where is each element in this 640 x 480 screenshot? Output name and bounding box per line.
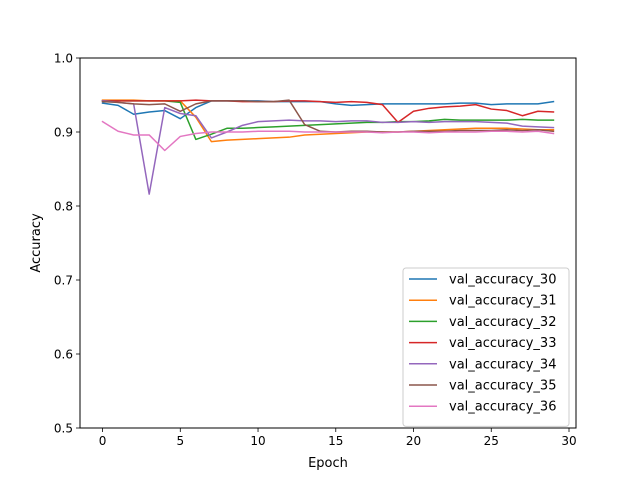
y-tick-label: 0.5: [54, 422, 73, 436]
x-axis-ticks: 0 5 10 15 20 25 30: [99, 428, 577, 448]
y-tick-label: 0.6: [54, 348, 73, 362]
y-tick-label: 0.7: [54, 274, 73, 288]
x-tick-label: 25: [484, 434, 499, 448]
x-tick-label: 0: [99, 434, 107, 448]
series-line-val-accuracy-32: [101, 100, 555, 141]
x-tick-label: 15: [328, 434, 343, 448]
legend-label: val_accuracy_35: [449, 379, 556, 394]
legend-box: [402, 267, 570, 427]
series-line-val-accuracy-36: [101, 120, 555, 152]
y-tick-label: 1.0: [54, 52, 73, 66]
legend-label: val_accuracy_32: [449, 315, 556, 330]
y-axis-label: Accuracy: [29, 213, 44, 273]
plot-lines: [101, 99, 555, 195]
x-tick-label: 20: [406, 434, 421, 448]
y-tick-label: 0.9: [54, 126, 73, 140]
legend: val_accuracy_30 val_accuracy_31 val_accura…: [402, 267, 570, 427]
x-tick-label: 30: [561, 434, 576, 448]
plot-frame: [79, 57, 577, 429]
y-tick-label: 0.8: [54, 200, 73, 214]
x-axis-label: Epoch: [308, 456, 348, 471]
legend-label: val_accuracy_33: [449, 336, 556, 351]
legend-label: val_accuracy_31: [449, 294, 556, 309]
legend-label: val_accuracy_34: [449, 357, 556, 372]
x-tick-label: 5: [176, 434, 184, 448]
legend-label: val_accuracy_30: [449, 273, 556, 288]
x-tick-label: 10: [250, 434, 265, 448]
legend-label: val_accuracy_36: [449, 400, 556, 415]
y-axis-ticks: 0.5 0.6 0.7 0.8 0.9 1.0: [54, 52, 80, 436]
series-line-val-accuracy-33: [101, 99, 555, 124]
series-line-val-accuracy-34: [101, 100, 555, 195]
